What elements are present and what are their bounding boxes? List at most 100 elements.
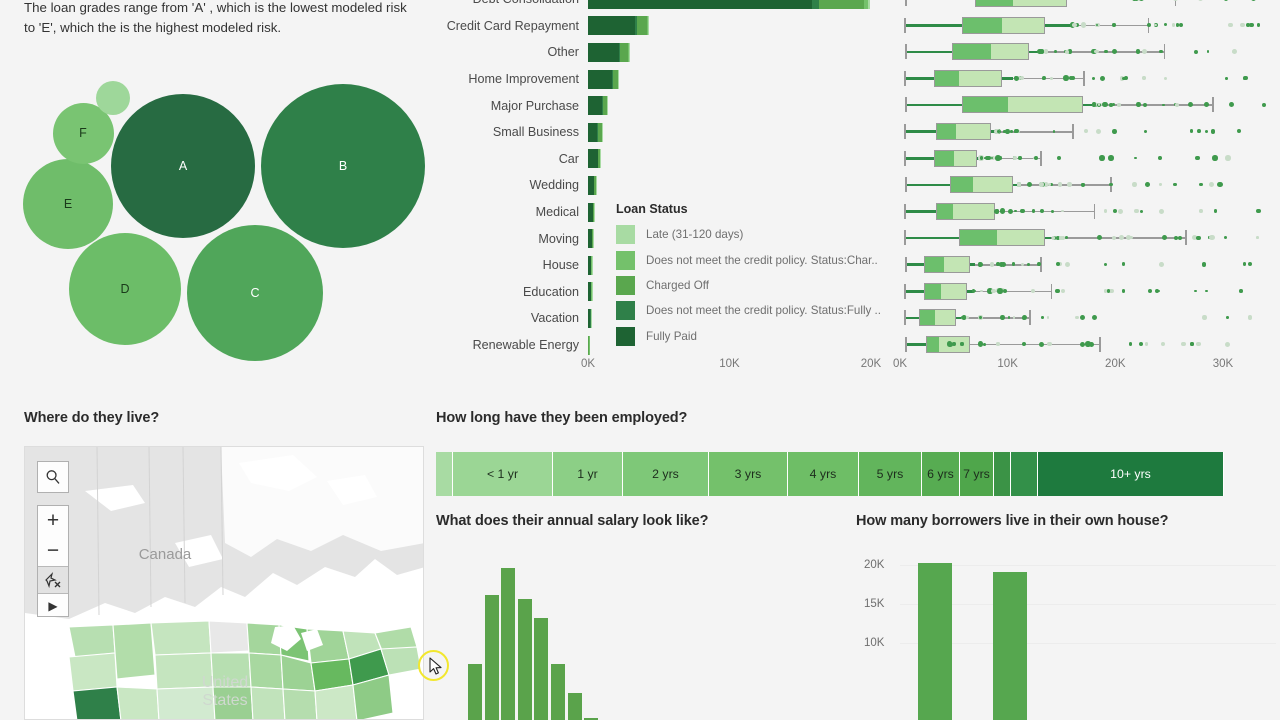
bar-segment[interactable] <box>588 69 612 89</box>
histogram-bar[interactable] <box>484 595 499 720</box>
bubble-grade-unlabeled[interactable] <box>96 81 130 115</box>
home-ownership-bar[interactable] <box>918 563 952 720</box>
bar-row[interactable]: Major Purchase <box>436 92 884 119</box>
bar-segment[interactable] <box>588 149 598 169</box>
legend-item[interactable]: Late (31-120 days) <box>616 222 881 247</box>
bar-segment[interactable] <box>811 0 819 9</box>
bar-segment[interactable] <box>620 42 629 62</box>
boxplot-row[interactable] <box>886 279 1280 306</box>
boxplot-box[interactable] <box>951 43 1030 61</box>
boxplot-box[interactable] <box>935 202 995 220</box>
boxplot-box[interactable] <box>975 0 1067 7</box>
bar-segment[interactable] <box>595 175 597 195</box>
employment-cell-1-yr[interactable]: 1 yr <box>553 452 623 496</box>
boxplot-row[interactable] <box>886 225 1280 252</box>
bar-row[interactable]: Small Business <box>436 119 884 146</box>
bar-segment[interactable] <box>594 175 596 195</box>
bar-row[interactable]: House <box>436 252 884 279</box>
bubble-grade-F[interactable]: F <box>52 102 114 164</box>
loan-purpose-bar-chart[interactable]: Debt Consolidation Credit Card Repayment O… <box>436 0 884 386</box>
bar-segment[interactable] <box>591 255 593 275</box>
boxplot-box[interactable] <box>919 309 956 327</box>
bar-row[interactable]: Medical <box>436 199 884 226</box>
bar-segment[interactable] <box>588 96 603 116</box>
legend-item[interactable]: Does not meet the credit policy. Status:… <box>616 298 881 323</box>
bar-row[interactable]: Wedding <box>436 172 884 199</box>
loan-status-legend[interactable]: Loan Status Late (31-120 days) Does not m… <box>616 202 881 349</box>
employment-cell[interactable] <box>994 452 1011 496</box>
boxplot-row[interactable] <box>886 0 1280 13</box>
bar-segment[interactable] <box>593 229 595 249</box>
legend-item[interactable]: Fully Paid <box>616 324 881 349</box>
bar-row[interactable]: Credit Card Repayment <box>436 13 884 40</box>
bar-segment[interactable] <box>602 96 604 116</box>
bar-segment[interactable] <box>603 96 607 116</box>
bubble-grade-C[interactable]: C <box>187 225 323 361</box>
bar-segment[interactable] <box>588 335 589 355</box>
boxplot-row[interactable] <box>886 199 1280 226</box>
bar-segment[interactable] <box>629 42 630 62</box>
us-choropleth-map[interactable]: Canada <box>24 446 424 720</box>
employment-cell--1-yr[interactable]: < 1 yr <box>453 452 553 496</box>
bar-segment[interactable] <box>611 69 613 89</box>
boxplot-row[interactable] <box>886 119 1280 146</box>
bar-segment[interactable] <box>634 16 637 36</box>
employment-cell-6-yrs[interactable]: 6 yrs <box>922 452 960 496</box>
histogram-bar[interactable] <box>584 717 599 720</box>
legend-item[interactable]: Does not meet the credit policy. Status:… <box>616 247 881 272</box>
salary-histogram[interactable] <box>450 549 830 720</box>
bar-segment[interactable] <box>593 202 595 222</box>
bar-segment[interactable] <box>588 282 591 302</box>
home-ownership-bar[interactable] <box>993 571 1027 720</box>
boxplot-box[interactable] <box>923 282 967 300</box>
bubble-grade-D[interactable]: D <box>69 233 181 345</box>
bar-segment[interactable] <box>619 42 621 62</box>
employment-cell-7-yrs[interactable]: 7 yrs <box>960 452 994 496</box>
home-ownership-bar-chart[interactable]: 20K 15K 10K <box>856 549 1276 720</box>
bar-segment[interactable] <box>600 149 602 169</box>
map-zoom-in-button[interactable]: + <box>46 509 60 532</box>
bar-row[interactable]: Moving <box>436 225 884 252</box>
boxplot-row[interactable] <box>886 172 1280 199</box>
bar-segment[interactable] <box>607 96 608 116</box>
bar-segment[interactable] <box>602 122 604 142</box>
map-search-icon[interactable] <box>37 461 69 493</box>
bar-segment[interactable] <box>588 255 591 275</box>
bar-segment[interactable] <box>598 149 601 169</box>
histogram-bar[interactable] <box>551 664 565 720</box>
bar-row[interactable]: Car <box>436 146 884 173</box>
bar-segment[interactable] <box>617 69 619 89</box>
bar-segment[interactable] <box>594 202 596 222</box>
histogram-bar[interactable] <box>468 664 482 720</box>
boxplot-row[interactable] <box>886 146 1280 173</box>
bar-segment[interactable] <box>648 16 649 36</box>
boxplot-row[interactable] <box>886 92 1280 119</box>
histogram-bar[interactable] <box>517 598 532 720</box>
bar-segment[interactable] <box>590 308 592 328</box>
map-expand-button[interactable]: ▶ <box>48 599 58 613</box>
map-zoom-controls[interactable]: + − ▶ <box>37 505 69 617</box>
bar-segment[interactable] <box>588 122 598 142</box>
boxplot-box[interactable] <box>935 122 992 140</box>
map-unpin-icon[interactable] <box>38 566 68 594</box>
employment-cell-10-yrs[interactable]: 10+ yrs <box>1038 452 1224 496</box>
bar-segment[interactable] <box>588 16 635 36</box>
histogram-bar[interactable] <box>534 617 549 720</box>
loan-amount-boxplot-chart[interactable]: 0K 10K 20K 30K <box>886 0 1280 386</box>
bar-row[interactable]: Debt Consolidation <box>436 0 884 13</box>
employment-cell-3-yrs[interactable]: 3 yrs <box>709 452 788 496</box>
bar-segment[interactable] <box>590 282 592 302</box>
boxplot-box[interactable] <box>962 16 1046 34</box>
bar-segment[interactable] <box>591 282 593 302</box>
boxplot-box[interactable] <box>934 149 978 167</box>
boxplot-row[interactable] <box>886 332 1280 359</box>
histogram-bar[interactable] <box>567 693 582 720</box>
bar-row[interactable]: Home Improvement <box>436 66 884 93</box>
boxplot-row[interactable] <box>886 305 1280 332</box>
boxplot-box[interactable] <box>923 255 970 273</box>
bar-segment[interactable] <box>588 42 620 62</box>
bar-row[interactable]: Education <box>436 279 884 306</box>
bar-segment[interactable] <box>628 42 630 62</box>
bar-segment[interactable] <box>864 0 868 9</box>
bar-row[interactable]: Other <box>436 39 884 66</box>
